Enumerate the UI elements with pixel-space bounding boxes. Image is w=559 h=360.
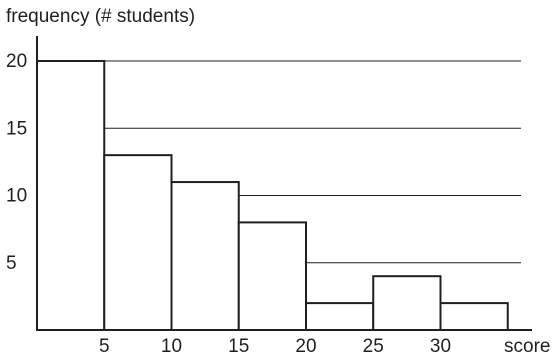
y-tick-labels: 5 10 15 20 — [6, 51, 27, 274]
x-axis-label: score — [504, 336, 550, 357]
bar-25-30 — [372, 275, 442, 332]
bar-20-25 — [305, 302, 375, 332]
x-tick-labels: 5 10 15 20 25 30 — [99, 336, 451, 357]
bar-30-35 — [439, 302, 509, 332]
x-tick-label-30: 30 — [430, 336, 451, 357]
y-tick-label-5: 5 — [6, 253, 17, 274]
y-tick-label-10: 10 — [6, 186, 27, 207]
x-tick-label-5: 5 — [99, 336, 110, 357]
y-tick-label-15: 15 — [6, 118, 27, 139]
bar-5-10 — [103, 154, 173, 331]
gridlines — [104, 60, 521, 264]
bar-15-20 — [237, 221, 307, 331]
axes — [36, 36, 532, 331]
y-tick-label-20: 20 — [6, 51, 27, 72]
x-tick-label-15: 15 — [228, 336, 249, 357]
x-tick-label-10: 10 — [161, 336, 182, 357]
bar-0-5 — [36, 60, 106, 331]
bar-10-15 — [170, 181, 240, 331]
y-axis-label: frequency (# students) — [6, 6, 195, 27]
x-tick-label-20: 20 — [295, 336, 316, 357]
x-tick-label-25: 25 — [363, 336, 384, 357]
